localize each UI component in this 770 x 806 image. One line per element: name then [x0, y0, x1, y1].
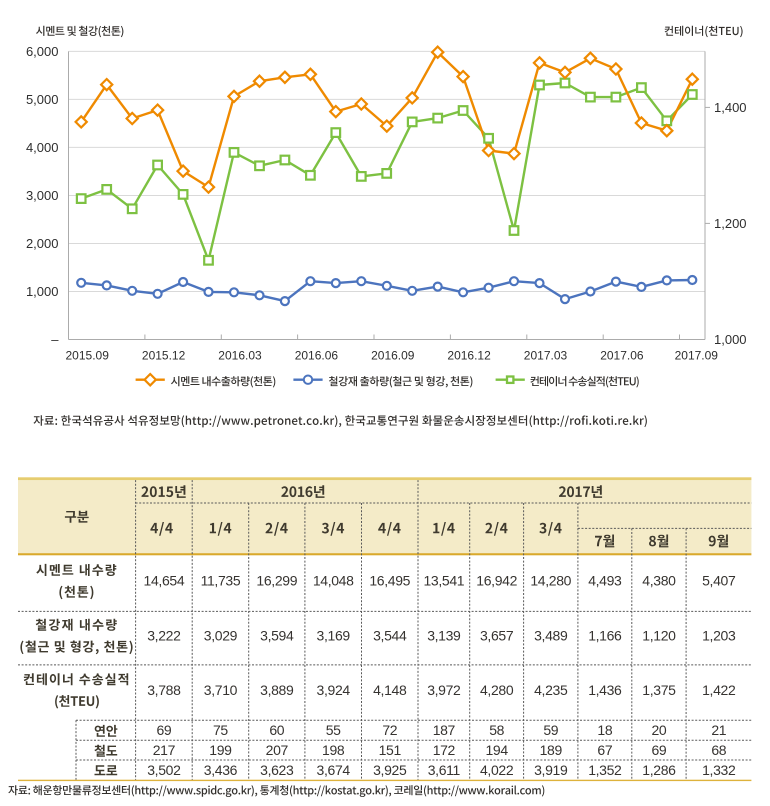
- svg-text:3,502: 3,502: [147, 762, 181, 778]
- svg-text:16,495: 16,495: [369, 573, 410, 589]
- svg-text:4,235: 4,235: [534, 682, 568, 698]
- svg-text:3,623: 3,623: [260, 762, 294, 778]
- svg-text:1,400: 1,400: [714, 100, 747, 115]
- svg-text:13,541: 13,541: [423, 573, 464, 589]
- svg-text:1,000: 1,000: [714, 332, 747, 347]
- svg-text:4,000: 4,000: [26, 140, 59, 155]
- svg-text:3,710: 3,710: [204, 682, 238, 698]
- svg-text:207: 207: [266, 742, 289, 758]
- svg-text:198: 198: [322, 742, 345, 758]
- svg-text:189: 189: [540, 742, 563, 758]
- svg-text:1,332: 1,332: [702, 762, 736, 778]
- svg-text:5,407: 5,407: [702, 573, 736, 589]
- svg-text:217: 217: [153, 742, 176, 758]
- svg-text:4,022: 4,022: [480, 762, 514, 778]
- svg-text:16,942: 16,942: [476, 573, 517, 589]
- svg-text:68: 68: [711, 742, 726, 758]
- svg-text:75: 75: [213, 722, 228, 738]
- svg-text:3,222: 3,222: [147, 628, 181, 644]
- svg-text:18: 18: [597, 722, 612, 738]
- svg-text:2017.06: 2017.06: [600, 349, 644, 363]
- svg-text:5,000: 5,000: [26, 92, 59, 107]
- svg-text:59: 59: [543, 722, 558, 738]
- svg-text:14,654: 14,654: [144, 573, 185, 589]
- svg-text:14,280: 14,280: [530, 573, 571, 589]
- svg-text:3,925: 3,925: [373, 762, 407, 778]
- svg-text:3,674: 3,674: [317, 762, 351, 778]
- svg-text:2015.12: 2015.12: [142, 349, 186, 363]
- svg-text:20: 20: [652, 722, 667, 738]
- svg-text:1,286: 1,286: [642, 762, 676, 778]
- svg-text:172: 172: [433, 742, 456, 758]
- svg-text:2015.09: 2015.09: [66, 349, 110, 363]
- svg-text:2017.03: 2017.03: [524, 349, 568, 363]
- svg-text:3,657: 3,657: [480, 628, 514, 644]
- svg-text:3,788: 3,788: [147, 682, 181, 698]
- svg-text:69: 69: [156, 722, 171, 738]
- svg-text:4,380: 4,380: [642, 573, 676, 589]
- svg-text:3,436: 3,436: [204, 762, 238, 778]
- svg-text:3,139: 3,139: [427, 628, 461, 644]
- svg-text:3,544: 3,544: [373, 628, 407, 644]
- svg-text:4,148: 4,148: [373, 682, 407, 698]
- svg-text:21: 21: [711, 722, 726, 738]
- svg-text:199: 199: [209, 742, 232, 758]
- svg-text:194: 194: [485, 742, 508, 758]
- svg-text:1,352: 1,352: [588, 762, 622, 778]
- svg-text:3,169: 3,169: [317, 628, 351, 644]
- svg-text:1,422: 1,422: [702, 682, 736, 698]
- svg-text:2016.09: 2016.09: [371, 349, 415, 363]
- svg-text:2016.06: 2016.06: [295, 349, 339, 363]
- svg-text:3,000: 3,000: [26, 188, 59, 203]
- svg-text:4,280: 4,280: [480, 682, 514, 698]
- svg-text:151: 151: [379, 742, 402, 758]
- svg-text:1,200: 1,200: [714, 216, 747, 231]
- svg-text:58: 58: [489, 722, 504, 738]
- svg-text:2016.12: 2016.12: [447, 349, 491, 363]
- svg-text:2,000: 2,000: [26, 236, 59, 251]
- svg-text:1,166: 1,166: [588, 628, 622, 644]
- svg-text:2016.03: 2016.03: [218, 349, 262, 363]
- svg-text:1,000: 1,000: [26, 284, 59, 299]
- svg-text:1,120: 1,120: [642, 628, 676, 644]
- svg-text:4,493: 4,493: [588, 573, 622, 589]
- svg-text:2017.09: 2017.09: [675, 349, 719, 363]
- svg-text:187: 187: [433, 722, 456, 738]
- svg-text:6,000: 6,000: [26, 44, 59, 59]
- svg-text:3,889: 3,889: [260, 682, 294, 698]
- svg-text:1,375: 1,375: [642, 682, 676, 698]
- svg-text:60: 60: [269, 722, 284, 738]
- svg-text:3,919: 3,919: [534, 762, 568, 778]
- svg-text:3,029: 3,029: [204, 628, 238, 644]
- svg-text:3,489: 3,489: [534, 628, 568, 644]
- svg-text:1,436: 1,436: [588, 682, 622, 698]
- svg-text:–: –: [51, 332, 59, 347]
- svg-text:1,203: 1,203: [702, 628, 736, 644]
- svg-text:16,299: 16,299: [256, 573, 297, 589]
- svg-text:3,594: 3,594: [260, 628, 294, 644]
- svg-text:11,735: 11,735: [201, 573, 241, 589]
- svg-text:3,972: 3,972: [427, 682, 461, 698]
- svg-text:3,611: 3,611: [428, 762, 461, 778]
- svg-text:14,048: 14,048: [313, 573, 354, 589]
- svg-text:69: 69: [652, 742, 667, 758]
- svg-text:67: 67: [597, 742, 612, 758]
- svg-text:3,924: 3,924: [317, 682, 351, 698]
- svg-text:72: 72: [382, 722, 397, 738]
- svg-text:55: 55: [326, 722, 341, 738]
